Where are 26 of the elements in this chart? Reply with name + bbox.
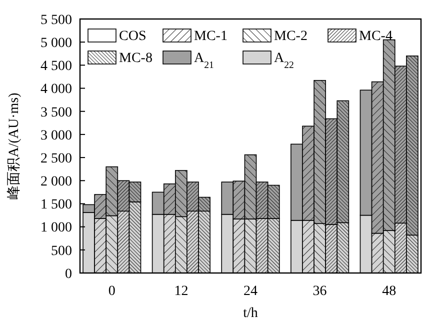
annotation: MC-1 bbox=[194, 29, 228, 44]
y-axis-title: 峰面积A/(AU·ms) bbox=[6, 92, 22, 200]
y-tick-label: 4 000 bbox=[40, 82, 72, 98]
annotation: MC-2 bbox=[274, 29, 308, 44]
y-tick-label: 2 500 bbox=[40, 151, 72, 166]
y-tick-label: 1 500 bbox=[40, 198, 72, 213]
annotation: COS bbox=[119, 29, 146, 44]
x-axis-title: t/h bbox=[243, 306, 258, 321]
x-tick-label: 36 bbox=[312, 284, 327, 299]
x-tick-label: 48 bbox=[382, 284, 396, 299]
x-tick-label: 24 bbox=[244, 284, 258, 299]
y-tick-label: 5 500 bbox=[40, 12, 72, 28]
legend-label: A$_{22}$ bbox=[274, 51, 294, 70]
y-tick-label: 5 000 bbox=[40, 36, 72, 51]
y-tick-label: 1 000 bbox=[40, 220, 72, 236]
y-tick-label: 4 500 bbox=[40, 59, 72, 74]
y-tick-label: 500 bbox=[51, 244, 72, 259]
y-tick-label: 3 000 bbox=[40, 128, 72, 144]
x-tick-label: 12 bbox=[174, 284, 188, 299]
legend-label: A$_{21}$ bbox=[194, 51, 214, 70]
annotation: MC-8 bbox=[119, 51, 152, 66]
annotation: MC-4 bbox=[359, 29, 392, 44]
y-tick-label: 2 000 bbox=[40, 174, 72, 190]
x-tick-label: 0 bbox=[108, 284, 116, 299]
y-tick-label: 0 bbox=[65, 266, 72, 282]
y-tick-label: 3 500 bbox=[40, 105, 72, 120]
